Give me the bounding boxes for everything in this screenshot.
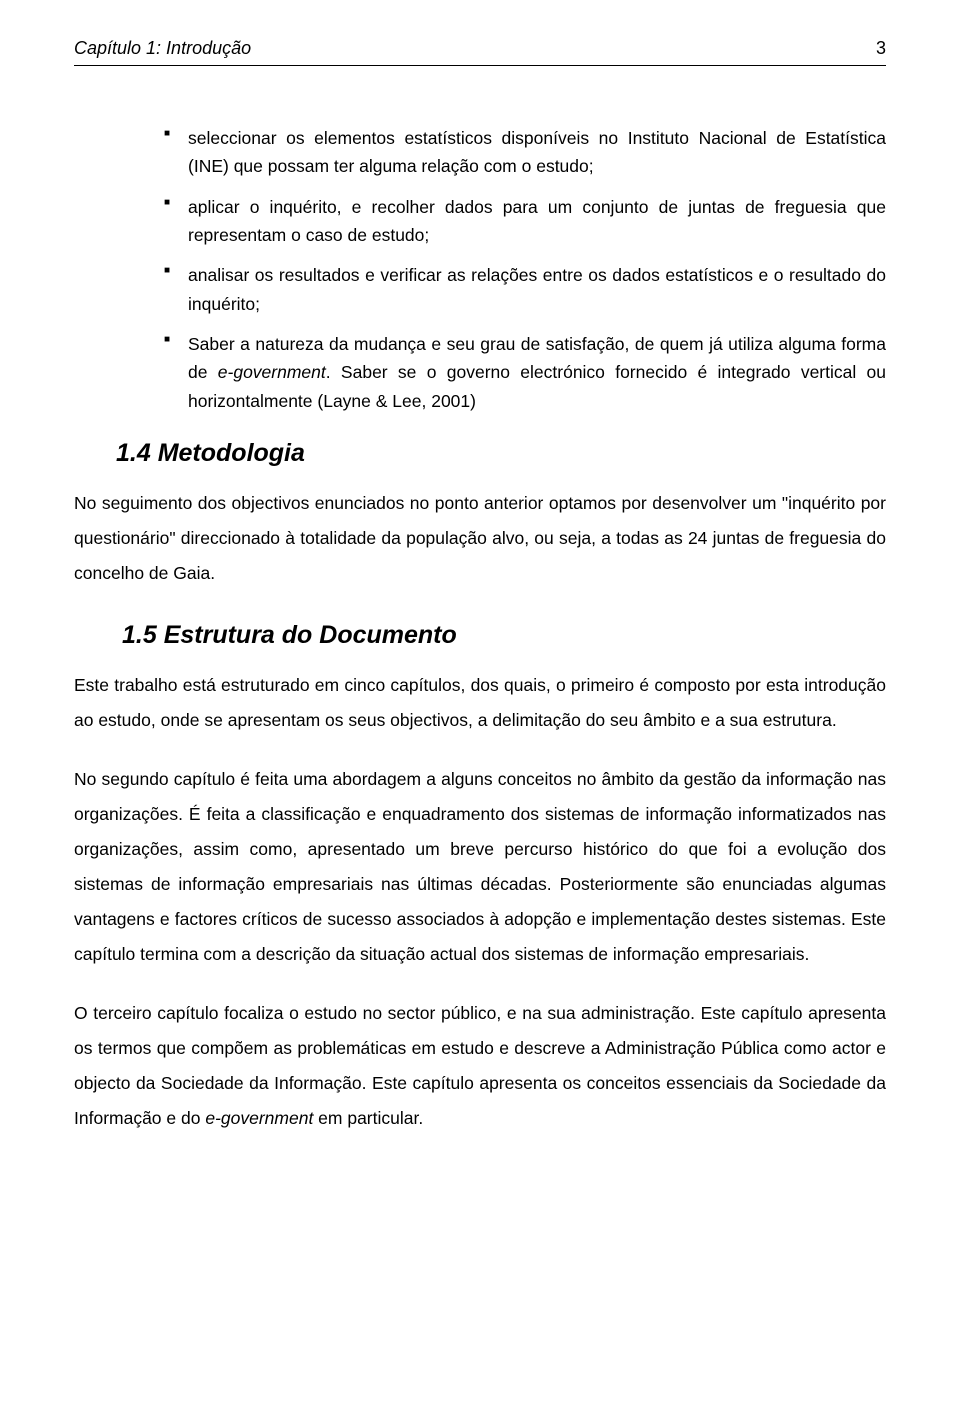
list-item: aplicar o inquérito, e recolher dados pa… bbox=[164, 193, 886, 250]
emphasis: e-government bbox=[218, 362, 326, 382]
paragraph: No segundo capítulo é feita uma abordage… bbox=[74, 762, 886, 972]
heading-metodologia: 1.4 Metodologia bbox=[116, 439, 886, 468]
heading-estrutura: 1.5 Estrutura do Documento bbox=[122, 621, 886, 650]
objectives-list: seleccionar os elementos estatísticos di… bbox=[164, 124, 886, 415]
emphasis: e-government bbox=[205, 1108, 313, 1128]
header-rule bbox=[74, 65, 886, 66]
text: O terceiro capítulo focaliza o estudo no… bbox=[74, 1003, 886, 1128]
page-header: Capítulo 1: Introdução 3 bbox=[74, 38, 886, 59]
list-item: seleccionar os elementos estatísticos di… bbox=[164, 124, 886, 181]
text: em particular. bbox=[313, 1108, 423, 1128]
paragraph: No seguimento dos objectivos enunciados … bbox=[74, 486, 886, 591]
paragraph: Este trabalho está estruturado em cinco … bbox=[74, 668, 886, 738]
paragraph: O terceiro capítulo focaliza o estudo no… bbox=[74, 996, 886, 1136]
page-number: 3 bbox=[876, 38, 886, 59]
list-item: Saber a natureza da mudança e seu grau d… bbox=[164, 330, 886, 415]
list-item: analisar os resultados e verificar as re… bbox=[164, 261, 886, 318]
header-title: Capítulo 1: Introdução bbox=[74, 38, 251, 59]
